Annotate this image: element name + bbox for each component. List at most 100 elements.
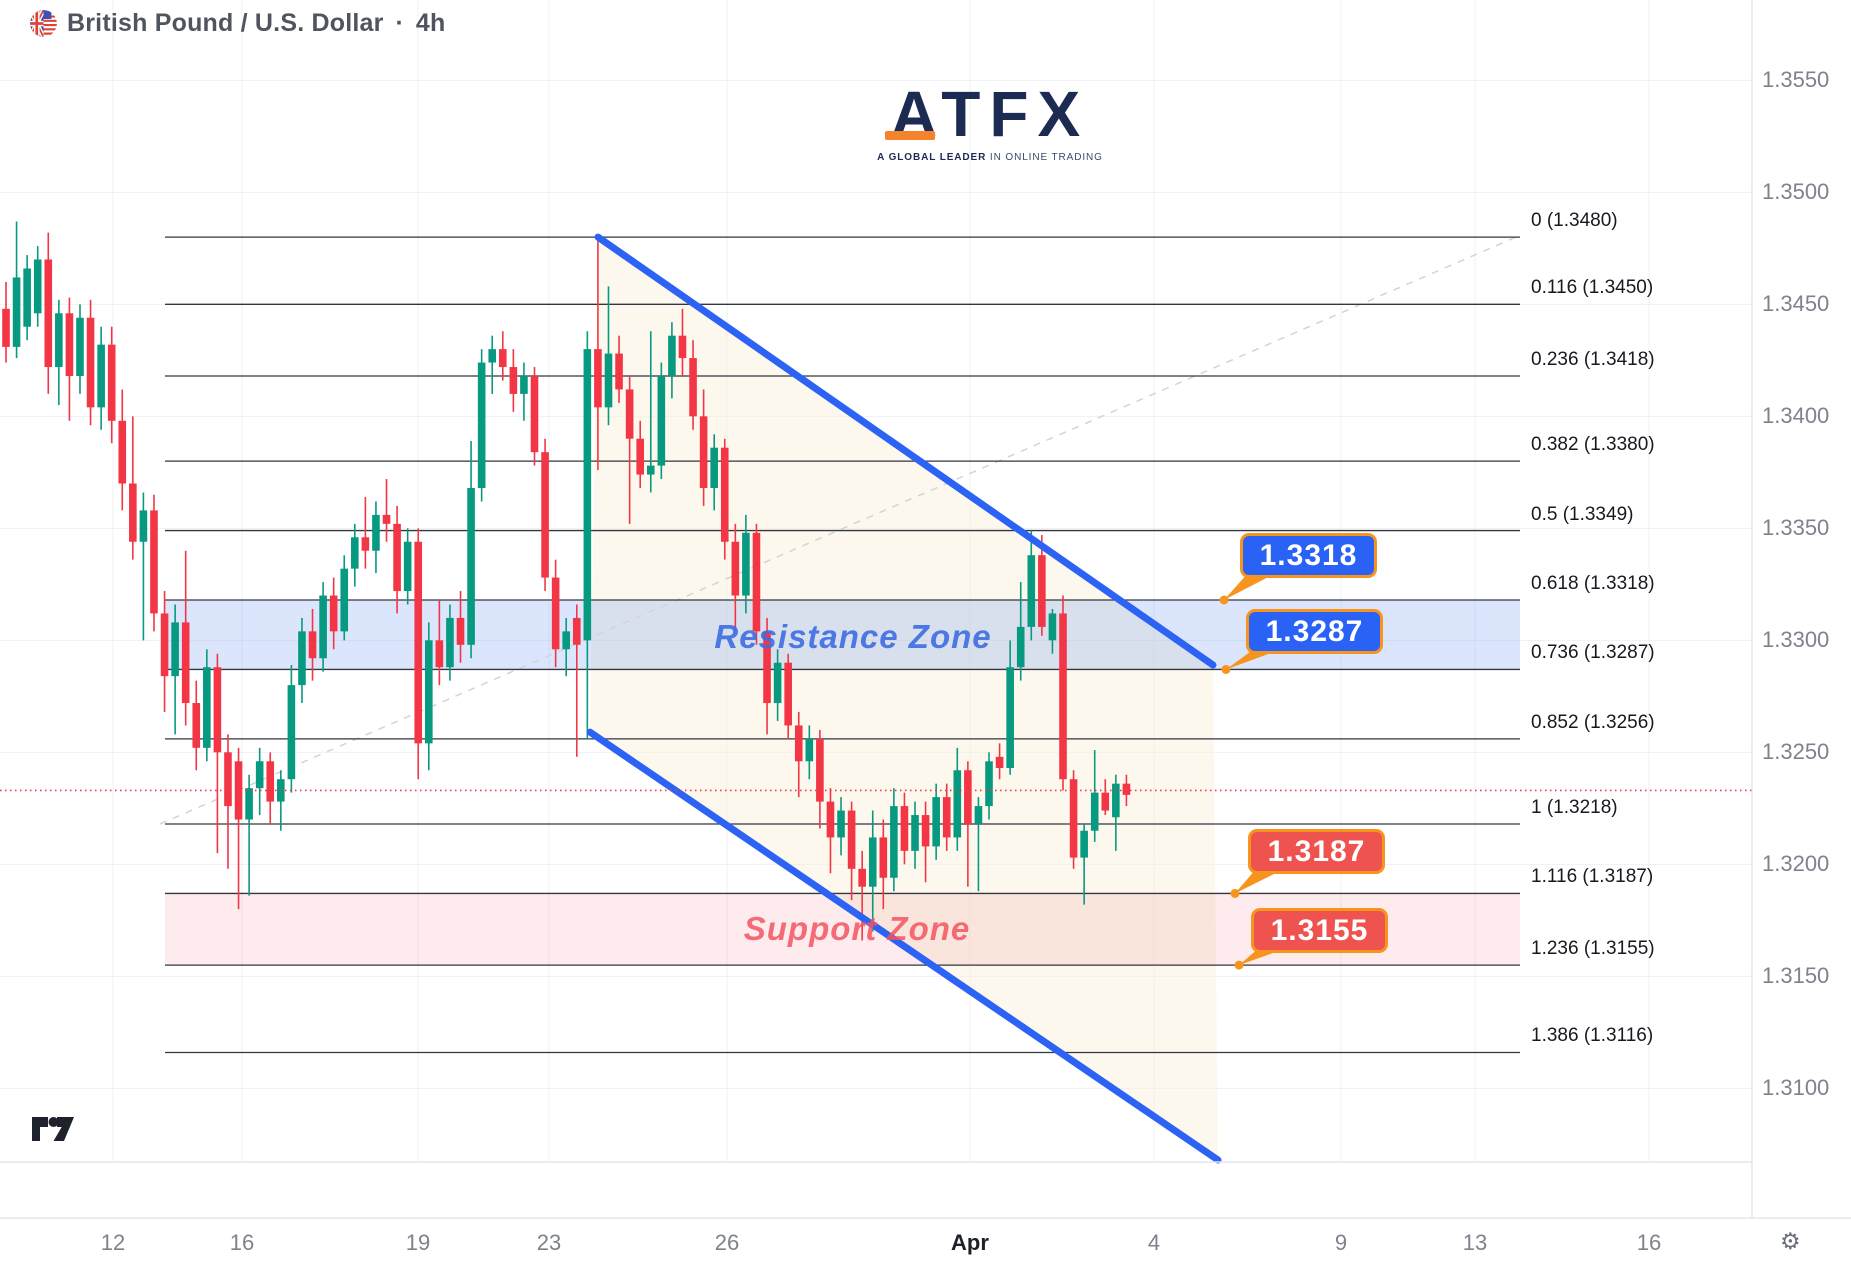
candle[interactable] bbox=[255, 747, 264, 816]
timeframe-label[interactable]: 4h bbox=[415, 9, 446, 37]
candle[interactable] bbox=[520, 362, 528, 421]
candle[interactable] bbox=[329, 577, 338, 650]
price-callout-1.3187[interactable]: 1.3187 bbox=[1248, 829, 1385, 874]
symbol-header[interactable]: British Pound / U.S. Dollar · 4h bbox=[30, 9, 445, 38]
resistance-zone-label[interactable]: Resistance Zone bbox=[714, 618, 992, 655]
candle[interactable] bbox=[150, 494, 158, 632]
candle[interactable] bbox=[689, 340, 697, 430]
candle[interactable] bbox=[594, 237, 602, 471]
candle[interactable] bbox=[784, 653, 792, 739]
candle[interactable] bbox=[425, 622, 433, 771]
candle[interactable] bbox=[752, 523, 761, 645]
candle[interactable] bbox=[266, 752, 275, 824]
price-callout-1.3318[interactable]: 1.3318 bbox=[1240, 533, 1377, 578]
candle[interactable] bbox=[382, 479, 391, 542]
candle[interactable] bbox=[1006, 640, 1014, 775]
candle[interactable] bbox=[1059, 595, 1067, 791]
candle[interactable] bbox=[858, 850, 866, 941]
candle[interactable] bbox=[911, 801, 919, 869]
candle[interactable] bbox=[192, 680, 201, 771]
candle[interactable] bbox=[467, 440, 475, 659]
candle[interactable] bbox=[340, 555, 349, 641]
support-zone-label[interactable]: Support Zone bbox=[743, 910, 971, 947]
candle[interactable] bbox=[731, 523, 740, 632]
candle[interactable] bbox=[403, 528, 412, 605]
candle[interactable] bbox=[2, 281, 10, 363]
candle[interactable] bbox=[572, 604, 581, 757]
candle[interactable] bbox=[710, 434, 718, 511]
candle[interactable] bbox=[181, 550, 190, 726]
candle[interactable] bbox=[837, 797, 845, 856]
candle[interactable] bbox=[446, 604, 454, 681]
candle[interactable] bbox=[636, 420, 644, 488]
candle[interactable] bbox=[942, 783, 951, 851]
candle[interactable] bbox=[12, 221, 21, 359]
candle[interactable] bbox=[1027, 530, 1036, 641]
candle[interactable] bbox=[372, 501, 380, 574]
candle[interactable] bbox=[139, 492, 148, 641]
candle[interactable] bbox=[562, 617, 571, 677]
candle[interactable] bbox=[33, 246, 42, 327]
candle[interactable] bbox=[414, 528, 423, 780]
candle[interactable] bbox=[794, 712, 803, 798]
candle[interactable] bbox=[826, 788, 835, 874]
candle[interactable] bbox=[678, 308, 687, 376]
candle[interactable] bbox=[615, 335, 623, 403]
candle[interactable] bbox=[763, 617, 771, 735]
candle[interactable] bbox=[55, 299, 63, 406]
price-callout-1.3155[interactable]: 1.3155 bbox=[1251, 908, 1388, 953]
candle[interactable] bbox=[773, 649, 782, 721]
candle[interactable] bbox=[932, 783, 940, 860]
candle[interactable] bbox=[1080, 824, 1088, 905]
candle[interactable] bbox=[668, 322, 676, 399]
candle[interactable] bbox=[171, 604, 179, 735]
candle[interactable] bbox=[65, 297, 74, 421]
tradingview-logo[interactable] bbox=[30, 1114, 76, 1144]
candle[interactable] bbox=[1048, 608, 1057, 654]
candle[interactable] bbox=[805, 725, 814, 780]
candle[interactable] bbox=[1016, 582, 1025, 681]
candle[interactable] bbox=[308, 608, 317, 681]
candle[interactable] bbox=[816, 729, 824, 829]
upper-channel-line[interactable] bbox=[594, 233, 1217, 669]
candle[interactable] bbox=[699, 389, 708, 506]
candle[interactable] bbox=[319, 582, 327, 672]
candle[interactable] bbox=[900, 792, 909, 865]
candle[interactable] bbox=[530, 367, 539, 466]
candle[interactable] bbox=[720, 438, 729, 560]
candle[interactable] bbox=[879, 819, 888, 910]
candle[interactable] bbox=[86, 299, 95, 426]
candle[interactable] bbox=[160, 591, 169, 712]
candle[interactable] bbox=[245, 774, 253, 896]
candle[interactable] bbox=[742, 514, 750, 614]
candle[interactable] bbox=[456, 591, 465, 663]
candle[interactable] bbox=[551, 559, 560, 668]
candle[interactable] bbox=[298, 617, 306, 704]
candle[interactable] bbox=[995, 743, 1004, 780]
candle[interactable] bbox=[868, 810, 877, 932]
candle[interactable] bbox=[23, 255, 31, 341]
candle[interactable] bbox=[625, 376, 634, 524]
candle[interactable] bbox=[646, 331, 655, 493]
candle[interactable] bbox=[477, 349, 486, 502]
candle[interactable] bbox=[921, 801, 930, 883]
candle[interactable] bbox=[964, 761, 972, 887]
candle[interactable] bbox=[393, 505, 401, 614]
candle[interactable] bbox=[1101, 779, 1110, 816]
candle[interactable] bbox=[847, 801, 856, 901]
candle[interactable] bbox=[361, 496, 370, 569]
candle[interactable] bbox=[985, 752, 993, 820]
candle[interactable] bbox=[890, 788, 898, 892]
candle[interactable] bbox=[974, 797, 983, 892]
candle[interactable] bbox=[97, 326, 105, 430]
candle[interactable] bbox=[44, 232, 53, 394]
candle[interactable] bbox=[129, 416, 137, 560]
settings-gear-icon[interactable]: ⚙ bbox=[1780, 1228, 1801, 1254]
candle[interactable] bbox=[203, 649, 211, 762]
candle[interactable] bbox=[583, 331, 592, 739]
candle[interactable] bbox=[953, 747, 962, 851]
lower-channel-line[interactable] bbox=[586, 728, 1222, 1164]
candle[interactable] bbox=[488, 335, 497, 394]
candle[interactable] bbox=[604, 286, 613, 426]
